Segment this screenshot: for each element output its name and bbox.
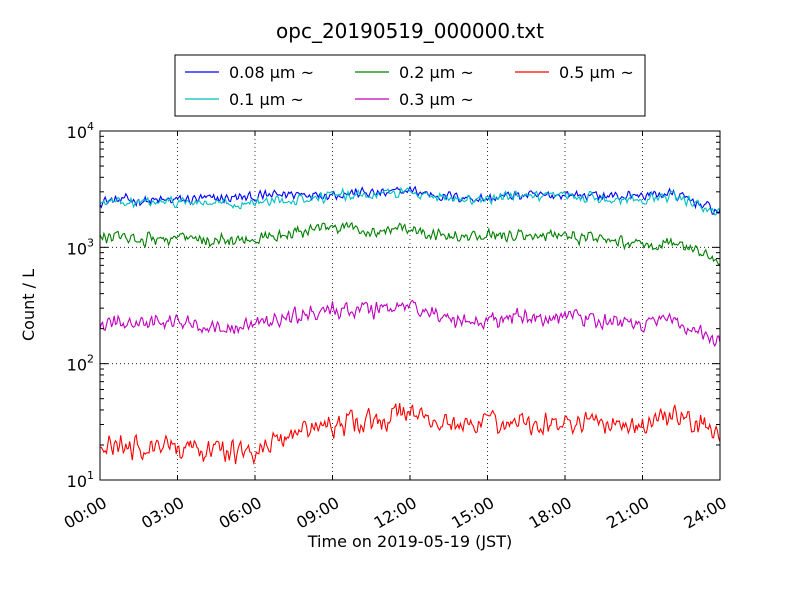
legend-label: 0.5 μm ~ [559,63,634,82]
y-axis-label: Count / L [19,269,38,341]
plot-area-frame [99,130,721,481]
x-tick-label: 06:00 [216,493,265,533]
chart-series [99,185,721,465]
legend-label: 0.3 μm ~ [399,90,474,109]
x-tick-label: 00:00 [61,493,110,533]
series-line-5 [99,403,721,465]
x-tick-label: 18:00 [526,493,575,533]
x-axis-label: Time on 2019-05-19 (JST) [307,532,512,551]
x-tick-label: 15:00 [448,493,497,533]
series-line-1 [99,185,721,215]
series-line-4 [99,299,721,348]
legend-label: 0.08 μm ~ [229,63,314,82]
legend-frame [174,54,646,117]
legend-label: 0.2 μm ~ [399,63,474,82]
x-tick-label: 24:00 [681,493,730,533]
chart-title: opc_20190519_000000.txt [276,19,544,43]
x-tick-label: 21:00 [603,493,652,533]
y-tick-label: 101 [67,469,94,491]
legend-label: 0.1 μm ~ [229,90,304,109]
x-tick-label: 09:00 [293,493,342,533]
y-tick-label: 102 [67,353,94,375]
series-line-2 [99,186,721,216]
x-tick-label: 03:00 [138,493,187,533]
y-tick-label: 104 [67,120,94,142]
series-line-3 [99,221,721,266]
y-tick-label: 103 [67,236,94,258]
chart-legend: 0.08 μm ~ 0.1 μm ~ 0.2 μm ~ 0.3 μm ~ 0.5 μm … [174,54,646,117]
chart-gridlines [100,131,720,480]
x-tick-label: 12:00 [371,493,420,533]
